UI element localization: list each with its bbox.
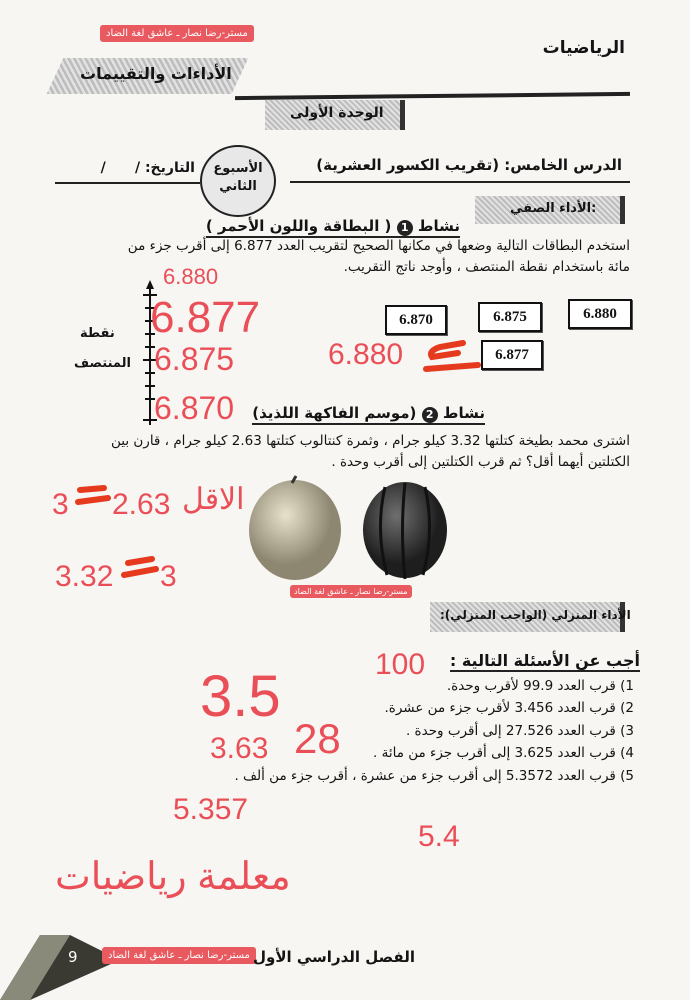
question-5: 5) قرب العدد 5.3572 إلى أقرب جزء من عشرة… bbox=[234, 768, 634, 784]
date-field[interactable]: التاريخ: / / bbox=[75, 160, 195, 176]
hw-cantaloupe: 2.63 bbox=[112, 488, 171, 521]
hw-card-answer: 6.880 bbox=[328, 338, 404, 371]
hw-nl-value: 6.877 bbox=[150, 293, 261, 342]
scribble-mark bbox=[121, 556, 159, 578]
activity-word: نشاط bbox=[442, 404, 485, 422]
hw-nl-bottom: 6.870 bbox=[154, 390, 235, 426]
activity2-text-line2: الكتلتين أيهما أقل؟ ثم قرب الكتلتين إلى … bbox=[331, 454, 630, 470]
activity1-text-line2: مائة باستخدام نقطة المنتصف ، وأوجد ناتج … bbox=[343, 259, 630, 275]
hw-answer-5b: 5.357 bbox=[173, 793, 249, 826]
activity1-text-line1: استخدم البطاقات التالية وضعها في مكانها … bbox=[127, 238, 630, 254]
week-badge: الأسبوع الثاني bbox=[200, 145, 276, 217]
page-number: 9 bbox=[68, 948, 78, 966]
classwork-box bbox=[475, 196, 625, 224]
lesson-heading: الدرس الخامس: (تقريب الكسور العشرية) bbox=[316, 156, 622, 174]
hw-nl-mid: 6.875 bbox=[154, 341, 235, 377]
date-slashes: / / bbox=[100, 160, 141, 176]
homework-heading: أجب عن الأسئلة التالية : bbox=[449, 651, 640, 672]
footer-corner-shape bbox=[0, 935, 120, 1000]
watermark-label: مستر-رضا نصار ـ عاشق لغة الضاد bbox=[100, 25, 254, 42]
hw-nl-top: 6.880 bbox=[163, 264, 219, 289]
midpoint-label-2: المنتصف bbox=[74, 356, 131, 371]
term-label: الفصل الدراسي الأول bbox=[253, 948, 415, 966]
activity-number-badge: 2 bbox=[421, 407, 438, 423]
homework-label: الأداء المنزلي (الواجب المنزلي): bbox=[440, 608, 631, 622]
number-line bbox=[143, 280, 157, 425]
unit-title: الوحدة الأولى bbox=[290, 105, 384, 121]
card-6-877: 6.877 bbox=[481, 340, 543, 370]
activity-title: (موسم الفاكهة اللذيذ) bbox=[252, 404, 417, 422]
week-line1: الأسبوع bbox=[213, 161, 263, 176]
hw-less-word: الاقل bbox=[182, 483, 245, 516]
hw-answer-4: 3.63 bbox=[210, 732, 269, 765]
midpoint-label-1: نقطة bbox=[80, 326, 115, 341]
activity-title: ( البطاقة واللون الأحمر ) bbox=[205, 217, 392, 235]
header-divider bbox=[234, 91, 631, 101]
homework-box bbox=[430, 602, 625, 632]
question-4: 4) قرب العدد 3.625 إلى أقرب جزء من مائة … bbox=[373, 745, 634, 761]
question-3: 3) قرب العدد 27.526 إلى أقرب وحدة . bbox=[405, 723, 634, 739]
card-6-870: 6.870 bbox=[385, 305, 447, 335]
lesson-underline bbox=[290, 181, 630, 183]
hw-answer-2: 3.5 bbox=[200, 664, 281, 729]
activity2-text-line1: اشترى محمد بطيخة كتلتها 3.32 كيلو جرام ،… bbox=[110, 433, 630, 449]
lesson-label: الدرس الخامس: bbox=[504, 156, 622, 174]
hw-answer-5a: 5.4 bbox=[418, 820, 460, 853]
classwork-label: الأداء الصفي: bbox=[510, 201, 597, 216]
activity1-heading: نشاط 1 ( البطاقة واللون الأحمر ) bbox=[205, 217, 460, 238]
unit-box bbox=[265, 100, 405, 130]
cantaloupe-icon bbox=[249, 480, 341, 580]
date-label: التاريخ: bbox=[144, 160, 195, 176]
card-6-875: 6.875 bbox=[478, 302, 542, 332]
watermark-label: مستر-رضا نصار ـ عاشق لغة الضاد bbox=[102, 947, 256, 964]
activity2-heading: نشاط 2 (موسم الفاكهة اللذيذ) bbox=[252, 404, 485, 425]
activity-number-badge: 1 bbox=[396, 220, 413, 236]
activity-word: نشاط bbox=[417, 217, 460, 235]
lesson-title: (تقريب الكسور العشرية) bbox=[316, 156, 500, 174]
watermark-label: مستر-رضا نصار ـ عاشق لغة الضاد bbox=[290, 585, 412, 598]
card-6-880: 6.880 bbox=[568, 299, 632, 329]
question-2: 2) قرب العدد 3.456 لأقرب جزء من عشرة. bbox=[384, 700, 634, 716]
week-line2: الثاني bbox=[219, 179, 257, 194]
hw-melon: 3.32 bbox=[55, 560, 114, 593]
subject-title: الرياضيات bbox=[542, 38, 625, 58]
melons-image bbox=[249, 475, 447, 580]
hw-answer-3: 28 bbox=[294, 715, 341, 762]
question-1: 1) قرب العدد 99.9 لأقرب وحدة. bbox=[446, 678, 634, 694]
hw-cantaloupe-round: 3 bbox=[52, 488, 69, 521]
date-underline bbox=[55, 182, 200, 184]
hw-melon-round: 3 bbox=[160, 560, 177, 593]
teacher-signature: معلمة رياضيات bbox=[55, 856, 291, 898]
scribble-mark bbox=[423, 340, 481, 372]
banner-title: الأداءات والتقييمات bbox=[80, 64, 232, 83]
scribble-mark bbox=[75, 485, 111, 505]
hw-answer-1: 100 bbox=[375, 648, 426, 681]
